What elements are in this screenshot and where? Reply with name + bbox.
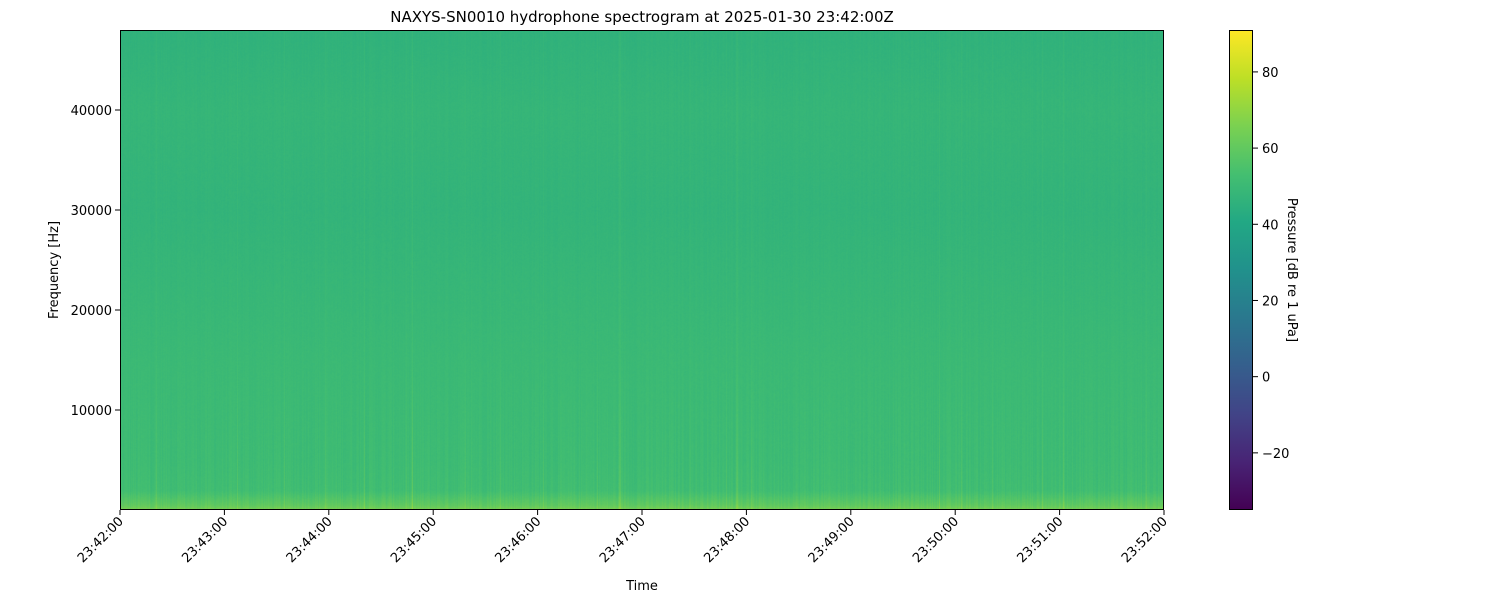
x-tick-label: 23:49:00	[806, 514, 858, 566]
x-tick-label: 23:51:00	[1015, 514, 1067, 566]
colorbar-tick-label: −20	[1262, 447, 1289, 462]
y-axis-label: Frequency [Hz]	[47, 221, 62, 319]
x-tick-label: 23:52:00	[1119, 514, 1171, 566]
x-tick-label: 23:50:00	[910, 514, 962, 566]
x-axis-label: Time	[625, 579, 658, 594]
colorbar-tick-label: 0	[1262, 371, 1270, 386]
y-tick-label: 30000	[71, 204, 112, 219]
colorbar-tick-label: 60	[1262, 142, 1279, 157]
y-tick-label: 20000	[71, 304, 112, 319]
y-tick-label: 40000	[71, 104, 112, 119]
chart-title: NAXYS-SN0010 hydrophone spectrogram at 2…	[390, 8, 894, 26]
x-tick-label: 23:45:00	[388, 514, 440, 566]
spectrogram-image	[120, 30, 1164, 510]
x-tick-label: 23:42:00	[75, 514, 127, 566]
x-tick-label: 23:48:00	[701, 514, 753, 566]
colorbar-tick-label: 20	[1262, 294, 1279, 309]
x-tick-label: 23:43:00	[179, 514, 231, 566]
colorbar	[1229, 30, 1253, 510]
colorbar-tick-label: 80	[1262, 66, 1279, 81]
colorbar-tick-label: 40	[1262, 218, 1279, 233]
colorbar-label: Pressure [dB re 1 uPa]	[1284, 198, 1299, 342]
plot-frame	[120, 30, 1164, 510]
y-tick-label: 10000	[71, 404, 112, 419]
x-tick-label: 23:44:00	[284, 514, 336, 566]
x-tick-label: 23:47:00	[597, 514, 649, 566]
x-tick-label: 23:46:00	[493, 514, 545, 566]
